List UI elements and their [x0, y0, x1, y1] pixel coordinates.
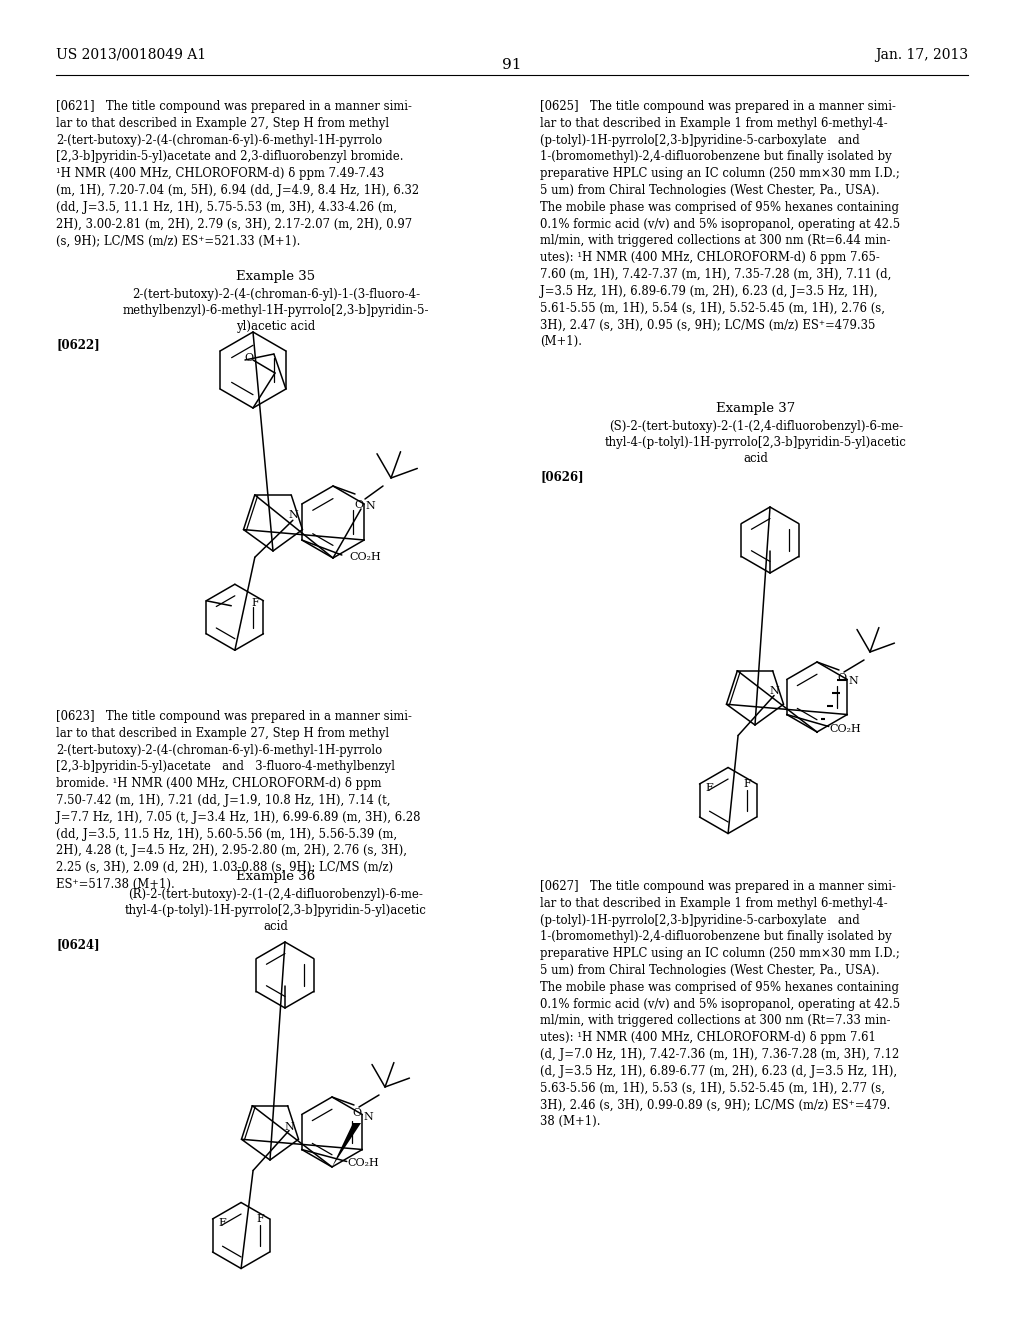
- Text: F: F: [218, 1218, 226, 1228]
- Text: thyl-4-(p-tolyl)-1H-pyrrolo[2,3-b]pyridin-5-yl)acetic: thyl-4-(p-tolyl)-1H-pyrrolo[2,3-b]pyridi…: [125, 904, 427, 917]
- Text: thyl-4-(p-tolyl)-1H-pyrrolo[2,3-b]pyridin-5-yl)acetic: thyl-4-(p-tolyl)-1H-pyrrolo[2,3-b]pyridi…: [605, 436, 907, 449]
- Text: Jan. 17, 2013: Jan. 17, 2013: [874, 48, 968, 62]
- Text: F: F: [742, 779, 751, 789]
- Text: O: O: [354, 500, 364, 510]
- Text: N: N: [364, 1111, 373, 1122]
- Text: yl)acetic acid: yl)acetic acid: [237, 319, 315, 333]
- Text: acid: acid: [263, 920, 289, 933]
- Text: [0622]: [0622]: [56, 338, 99, 351]
- Text: N: N: [849, 676, 858, 686]
- Text: [0625]   The title compound was prepared in a manner simi-
lar to that described: [0625] The title compound was prepared i…: [540, 100, 900, 348]
- Text: US 2013/0018049 A1: US 2013/0018049 A1: [56, 48, 206, 62]
- Text: 2-(tert-butoxy)-2-(4-(chroman-6-yl)-1-(3-fluoro-4-: 2-(tert-butoxy)-2-(4-(chroman-6-yl)-1-(3…: [132, 288, 420, 301]
- Text: [0624]: [0624]: [56, 939, 99, 950]
- Text: Example 35: Example 35: [237, 271, 315, 282]
- Text: O: O: [838, 673, 847, 682]
- Text: [0627]   The title compound was prepared in a manner simi-
lar to that described: [0627] The title compound was prepared i…: [540, 880, 900, 1129]
- Text: F: F: [706, 783, 714, 793]
- Text: methylbenzyl)-6-methyl-1H-pyrrolo[2,3-b]pyridin-5-: methylbenzyl)-6-methyl-1H-pyrrolo[2,3-b]…: [123, 304, 429, 317]
- Text: CO₂H: CO₂H: [348, 1159, 380, 1168]
- Text: [0623]   The title compound was prepared in a manner simi-
lar to that described: [0623] The title compound was prepared i…: [56, 710, 421, 891]
- Text: N: N: [285, 1122, 294, 1131]
- Text: [0621]   The title compound was prepared in a manner simi-
lar to that described: [0621] The title compound was prepared i…: [56, 100, 419, 247]
- Text: Example 36: Example 36: [237, 870, 315, 883]
- Text: Example 37: Example 37: [717, 403, 796, 414]
- Text: CO₂H: CO₂H: [350, 552, 382, 562]
- Text: 91: 91: [502, 58, 522, 73]
- Text: (S)-2-(tert-butoxy)-2-(1-(2,4-difluorobenzyl)-6-me-: (S)-2-(tert-butoxy)-2-(1-(2,4-difluorobe…: [609, 420, 903, 433]
- Text: N: N: [288, 511, 298, 520]
- Text: acid: acid: [743, 451, 768, 465]
- Text: O: O: [245, 352, 254, 363]
- Polygon shape: [332, 1123, 361, 1167]
- Text: (R)-2-(tert-butoxy)-2-(1-(2,4-difluorobenzyl)-6-me-: (R)-2-(tert-butoxy)-2-(1-(2,4-difluorobe…: [129, 888, 424, 902]
- Text: [0626]: [0626]: [540, 470, 584, 483]
- Text: F: F: [252, 598, 259, 607]
- Text: F: F: [256, 1214, 263, 1224]
- Text: CO₂H: CO₂H: [829, 723, 861, 734]
- Text: N: N: [769, 686, 779, 697]
- Text: N: N: [366, 502, 375, 511]
- Text: O: O: [352, 1107, 361, 1118]
